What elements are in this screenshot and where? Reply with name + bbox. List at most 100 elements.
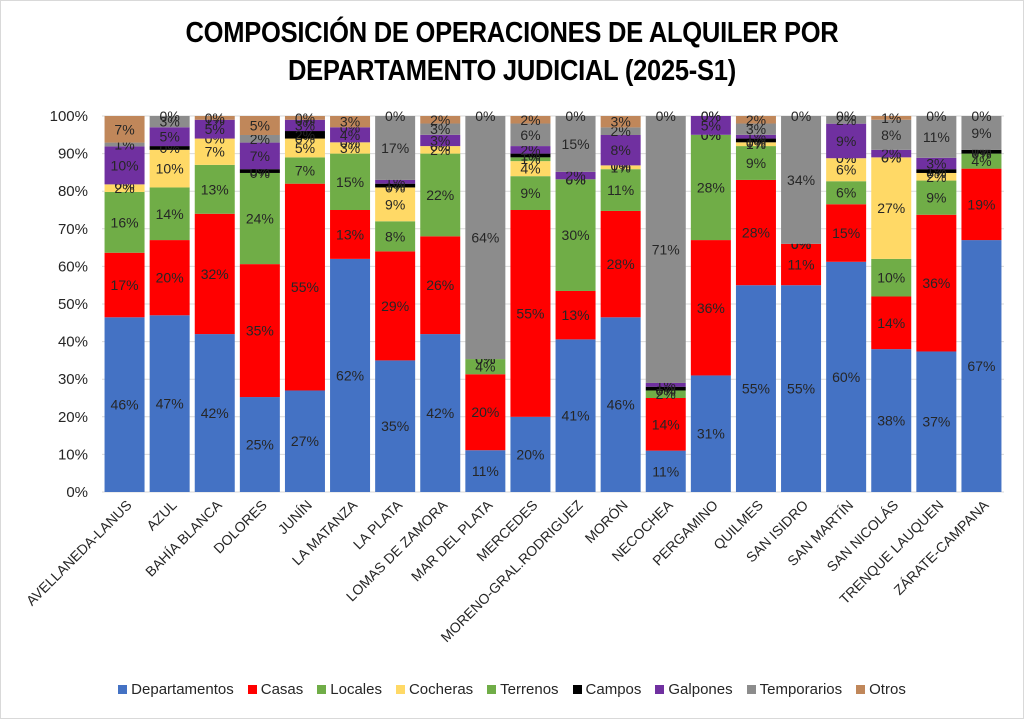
data-label: 11% [652, 463, 679, 479]
bar-segment-temporarios [916, 116, 957, 158]
y-tick-label: 100% [50, 108, 88, 125]
data-label: 34% [787, 172, 815, 188]
legend-swatch [487, 685, 497, 694]
bar-segment-galpones [104, 146, 145, 185]
bar-segment-galpones [330, 127, 371, 143]
bar-segment-casas [375, 251, 416, 361]
data-label: 0% [701, 108, 721, 124]
data-label: 11% [923, 129, 950, 145]
data-label: 1% [881, 110, 901, 126]
bar-segment-locales [690, 134, 731, 241]
data-label: 13% [336, 226, 364, 242]
data-label: 15% [562, 136, 590, 152]
bar-segment-departamentos [600, 317, 641, 492]
bar-segment-locales [735, 146, 776, 180]
bar-segment-departamentos [510, 416, 551, 492]
data-label: 0% [565, 108, 585, 124]
data-label: 9% [385, 196, 405, 212]
bar-segment-otros [284, 116, 325, 120]
data-label: 55% [742, 381, 770, 397]
bar-segment-locales [510, 176, 551, 210]
bar-segment-departamentos [916, 351, 957, 492]
data-label: 60% [832, 369, 860, 385]
bar-segment-campos [735, 138, 776, 143]
bar-segment-cocheras [826, 158, 867, 182]
data-label: 10% [877, 270, 905, 286]
legend-label: Cocheras [408, 681, 474, 698]
bar-segment-departamentos [961, 240, 1002, 492]
data-label: 20% [156, 270, 184, 286]
bar-segment-otros [735, 116, 776, 124]
data-label: 55% [516, 305, 544, 321]
bar-segment-casas [916, 214, 957, 352]
bar-segment-galpones [645, 382, 686, 387]
bar-segment-galpones [149, 127, 190, 147]
legend-label: Campos [585, 681, 642, 698]
data-label: 35% [381, 418, 409, 434]
data-label: 42% [201, 405, 229, 421]
data-label: 9% [746, 155, 766, 171]
data-label: 26% [426, 277, 454, 293]
chart-title-line-2: DEPARTAMENTO JUDICIAL (2025-S1) [288, 55, 736, 87]
bar-segment-casas [961, 168, 1002, 241]
data-label: 71% [652, 241, 680, 257]
data-label: 11% [607, 182, 634, 198]
data-label: 0% [475, 108, 495, 124]
data-label: 10% [156, 161, 184, 177]
legend-swatch [395, 685, 405, 694]
data-label: 24% [246, 211, 274, 227]
data-label: 6% [836, 185, 856, 201]
bar-segment-otros [104, 116, 145, 143]
bar-segment-otros [330, 116, 371, 128]
bar-segment-locales [375, 221, 416, 252]
data-label: 62% [336, 367, 364, 383]
bar-segment-locales [600, 169, 641, 211]
bar-segment-cocheras [194, 138, 235, 165]
legend-item-temporarios: Temporarios [746, 681, 842, 698]
bar-segment-otros [194, 116, 235, 120]
bar-segment-locales [194, 164, 235, 214]
x-tick-label: BAHÍA BLANCA [142, 496, 225, 579]
bar-segment-temporarios [600, 127, 641, 135]
legend-label: Locales [330, 681, 382, 698]
bar-segment-departamentos [104, 317, 145, 492]
bar-segment-casas [690, 240, 731, 376]
legend-label: Otros [869, 681, 906, 698]
data-label: 27% [877, 200, 905, 216]
bar-segment-locales [284, 157, 325, 184]
y-tick-label: 10% [58, 446, 88, 463]
bar-segment-locales [916, 180, 957, 215]
x-tick-label: AVELLANEDA-LANUS [23, 497, 135, 609]
data-label: 6% [836, 162, 856, 178]
data-label: 19% [967, 196, 995, 212]
data-label: 3% [295, 117, 315, 133]
data-label: 5% [205, 121, 225, 137]
data-label: 32% [201, 266, 229, 282]
data-label: 2% [746, 112, 766, 128]
bar-segment-cocheras [284, 138, 325, 158]
data-label: 7% [205, 144, 225, 160]
bar-segment-campos [645, 386, 686, 391]
data-label: 37% [922, 414, 950, 430]
bar-segment-departamentos [690, 375, 731, 492]
bar-segment-otros [600, 116, 641, 128]
data-label: 3% [340, 140, 360, 156]
bar-segment-temporarios [961, 116, 1002, 150]
data-label: 20% [516, 446, 544, 462]
bar-segment-otros [871, 116, 912, 120]
data-label: 5% [701, 117, 721, 133]
legend-item-otros: Otros [856, 681, 906, 698]
bar-segment-casas [781, 243, 822, 286]
bar-segment-cocheras [510, 161, 551, 177]
bar-segment-galpones [194, 119, 235, 139]
bar-segment-casas [194, 213, 235, 335]
data-label: 0% [791, 108, 811, 124]
bar-segment-locales [961, 153, 1002, 169]
y-tick-label: 90% [58, 146, 88, 163]
legend-label: Casas [260, 681, 304, 698]
data-label: 5% [160, 129, 180, 145]
y-tick-label: 50% [58, 296, 88, 313]
bar-segment-casas [149, 240, 190, 316]
bar-segment-galpones [420, 134, 461, 147]
